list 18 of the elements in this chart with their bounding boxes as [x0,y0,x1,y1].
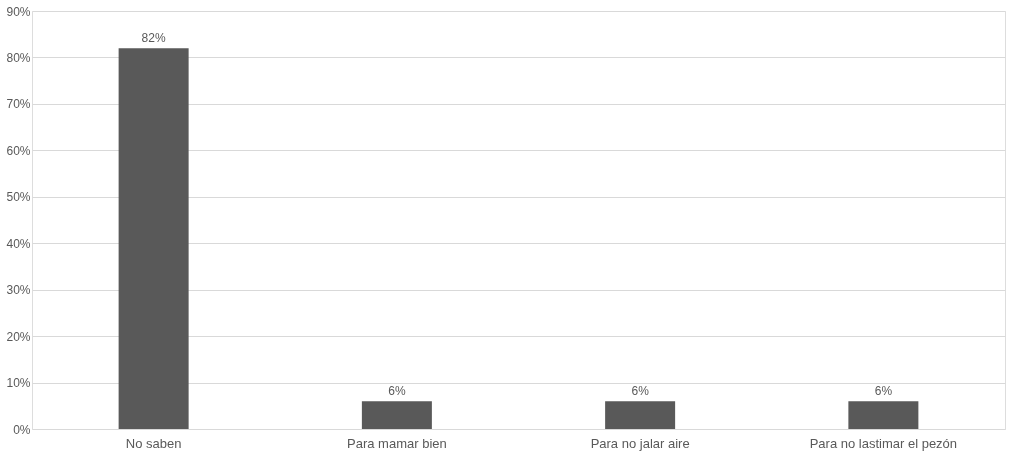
y-tick-label: 30% [6,283,31,298]
x-tick-label: Para no jalar aire [590,435,690,451]
x-tick-label: Para mamar bien [347,435,447,451]
y-tick-label: 40% [6,236,31,251]
y-tick-label: 70% [6,97,31,112]
y-tick-label: 0% [13,422,31,437]
x-tick-label: No saben [125,435,182,451]
y-tick-label: 90% [6,4,31,19]
y-tick-label: 80% [6,50,31,65]
y-tick-label: 10% [6,376,31,391]
data-label: 82% [141,31,166,46]
y-tick-label: 50% [6,190,31,205]
data-label: 6% [874,384,893,399]
x-tick-label: Para no lastimar el pezón [809,435,958,451]
data-label: 6% [631,384,650,399]
y-tick-label: 20% [6,329,31,344]
y-tick-label: 60% [6,143,31,158]
data-label: 6% [388,384,406,399]
